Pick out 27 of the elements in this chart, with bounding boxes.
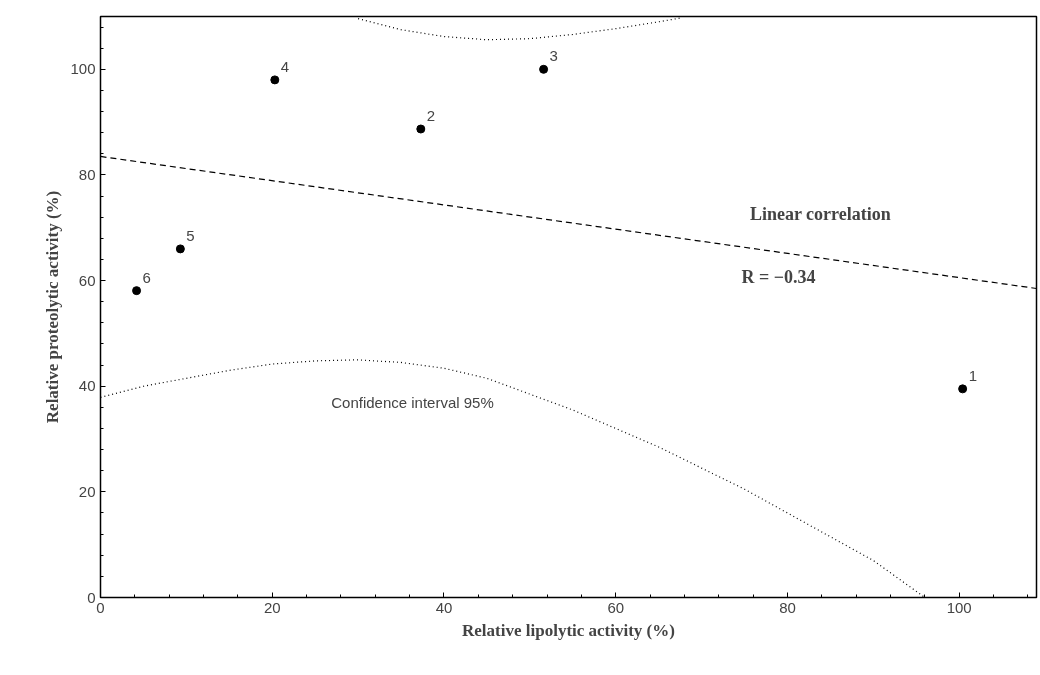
annotation: Linear correlation — [749, 203, 891, 224]
point — [270, 75, 280, 85]
annotation: Confidence interval 95% — [331, 394, 494, 411]
x-tick-label: 80 — [779, 598, 796, 616]
point — [132, 286, 142, 296]
y-tick-label: 80 — [78, 165, 96, 183]
point — [539, 64, 549, 74]
annotation: R = −0.34 — [741, 266, 816, 287]
y-tick-label: 100 — [70, 60, 96, 78]
y-tick-label: 20 — [78, 482, 96, 500]
annotation: 2 — [426, 107, 436, 124]
point — [958, 384, 968, 394]
y-tick-label: 40 — [78, 377, 96, 395]
y-axis-title: Relative proteolytic activity (%) — [43, 190, 63, 424]
point — [175, 244, 185, 254]
x-tick-label: 60 — [607, 598, 625, 616]
annotation: 3 — [549, 47, 558, 65]
annotation: 5 — [186, 226, 195, 244]
x-tick-label: 40 — [435, 598, 453, 616]
point — [416, 124, 426, 134]
y-tick-label: 60 — [78, 271, 96, 289]
annotation: 4 — [280, 57, 290, 75]
x-axis-title: Relative lipolytic activity (%) — [462, 620, 675, 640]
x-tick-label: 20 — [263, 598, 281, 616]
annotation: 6 — [142, 268, 151, 286]
x-tick-label: 100 — [946, 598, 972, 616]
annotation: 1 — [968, 366, 977, 384]
